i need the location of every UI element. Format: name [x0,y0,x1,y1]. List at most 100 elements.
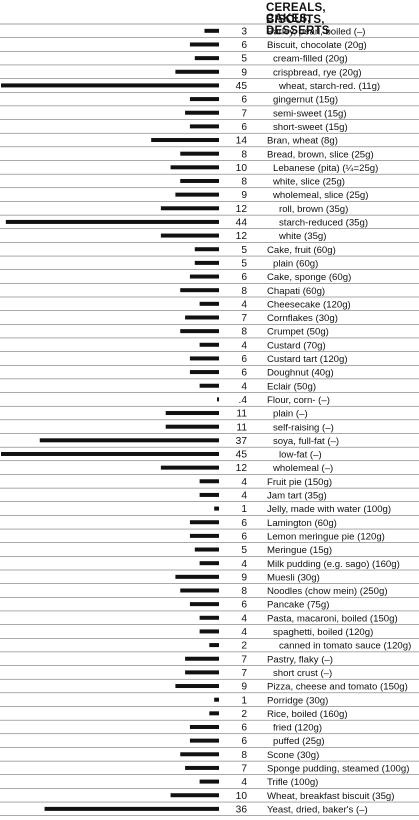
value-label: 5 [241,545,247,556]
category-label: Yeast, dried, baker's (–) [267,804,368,815]
bar [199,561,219,566]
bar [189,724,219,729]
bar [194,56,219,61]
bar [180,752,219,757]
bar [209,711,219,716]
bar [199,629,219,634]
category-label: white (35g) [278,231,326,242]
value-label: 9 [241,190,247,201]
bar [170,793,219,798]
value-label: 12 [236,463,248,474]
category-label: Custard (70g) [267,340,326,351]
category-label: Chapati (60g) [267,286,325,297]
bar [165,411,219,416]
value-label: 4 [241,613,247,624]
value-label: 5 [241,245,247,256]
bar [194,547,219,552]
category-label: short crust (–) [273,668,332,679]
category-label: Pastry, flaky (–) [267,654,333,665]
category-label: Pasta, macaroni, boiled (150g) [267,613,398,624]
bar [39,438,220,443]
bar [217,397,219,402]
bar [160,233,219,238]
bar [185,765,219,770]
value-label: 2 [241,641,247,652]
bar [185,110,219,115]
category-label: Jam tart (35g) [267,491,327,502]
bar [199,479,219,484]
value-label: 6 [241,531,247,542]
value-label: 6 [241,518,247,529]
value-label: 8 [241,586,247,597]
value-label: 4 [241,477,247,488]
category-label: Cheesecake (120g) [267,299,351,310]
bar [165,424,219,429]
value-label: 45 [236,81,248,92]
value-label: 8 [241,327,247,338]
category-label: fried (120g) [273,723,322,734]
bar [1,83,219,88]
bar [194,247,219,252]
value-label: 8 [241,177,247,188]
value-label: 37 [236,436,248,447]
bar [199,779,219,784]
bar [185,656,219,661]
bar [199,342,219,347]
value-label: 8 [241,286,247,297]
bar [214,697,219,702]
value-label: 5 [241,54,247,65]
value-label: 6 [241,95,247,106]
value-label: 1 [241,504,247,515]
bar [180,178,219,183]
bar [199,301,219,306]
bar [185,670,219,675]
bar [5,219,220,224]
bar [1,451,219,456]
value-label: 10 [236,163,248,174]
category-label: crispbread, rye (20g) [273,67,362,78]
category-label: Rice, boiled (160g) [267,709,348,720]
category-label: Custard tart (120g) [267,354,348,365]
category-label: puffed (25g) [273,736,325,747]
category-label: wholemeal, slice (25g) [272,190,368,201]
value-label: 7 [241,313,247,324]
value-label: 6 [241,122,247,133]
category-label: Pancake (75g) [267,600,329,611]
category-label: Trifle (100g) [267,777,318,788]
chart-title-line-2: CAKES, DESSERTS [266,13,330,37]
category-label: Flour, corn- (–) [267,395,330,406]
value-label: 6 [241,723,247,734]
category-label: plain (60g) [273,258,318,269]
bar [185,315,219,320]
value-label: 4 [241,299,247,310]
bar [175,69,219,74]
value-label: 10 [236,791,248,802]
bar [175,574,219,579]
bar [189,42,219,47]
chart-title-line-1: CEREALS, BISCUITS, [266,2,326,26]
value-label: 7 [241,668,247,679]
category-label: low-fat (–) [279,450,322,461]
bar [189,533,219,538]
value-label: 14 [236,136,248,147]
value-label: 4 [241,381,247,392]
value-label: 1 [241,695,247,706]
bar [44,806,219,811]
value-label: 12 [236,231,248,242]
category-label: Eclair (50g) [267,381,316,392]
value-label: 9 [241,572,247,583]
value-label: 12 [236,204,248,215]
category-label: Muesli (30g) [267,572,320,583]
bar [194,260,219,265]
value-label: 6 [241,354,247,365]
value-label: 4 [241,627,247,638]
bar [199,615,219,620]
category-label: Wheat, breakfast biscuit (35g) [267,791,394,802]
category-label: Bran, wheat (8g) [267,136,338,147]
category-label: Noodles (chow mein) (250g) [267,586,388,597]
bar [189,520,219,525]
bar [214,506,219,511]
value-label: 6 [241,272,247,283]
category-label: Doughnut (40g) [267,368,334,379]
